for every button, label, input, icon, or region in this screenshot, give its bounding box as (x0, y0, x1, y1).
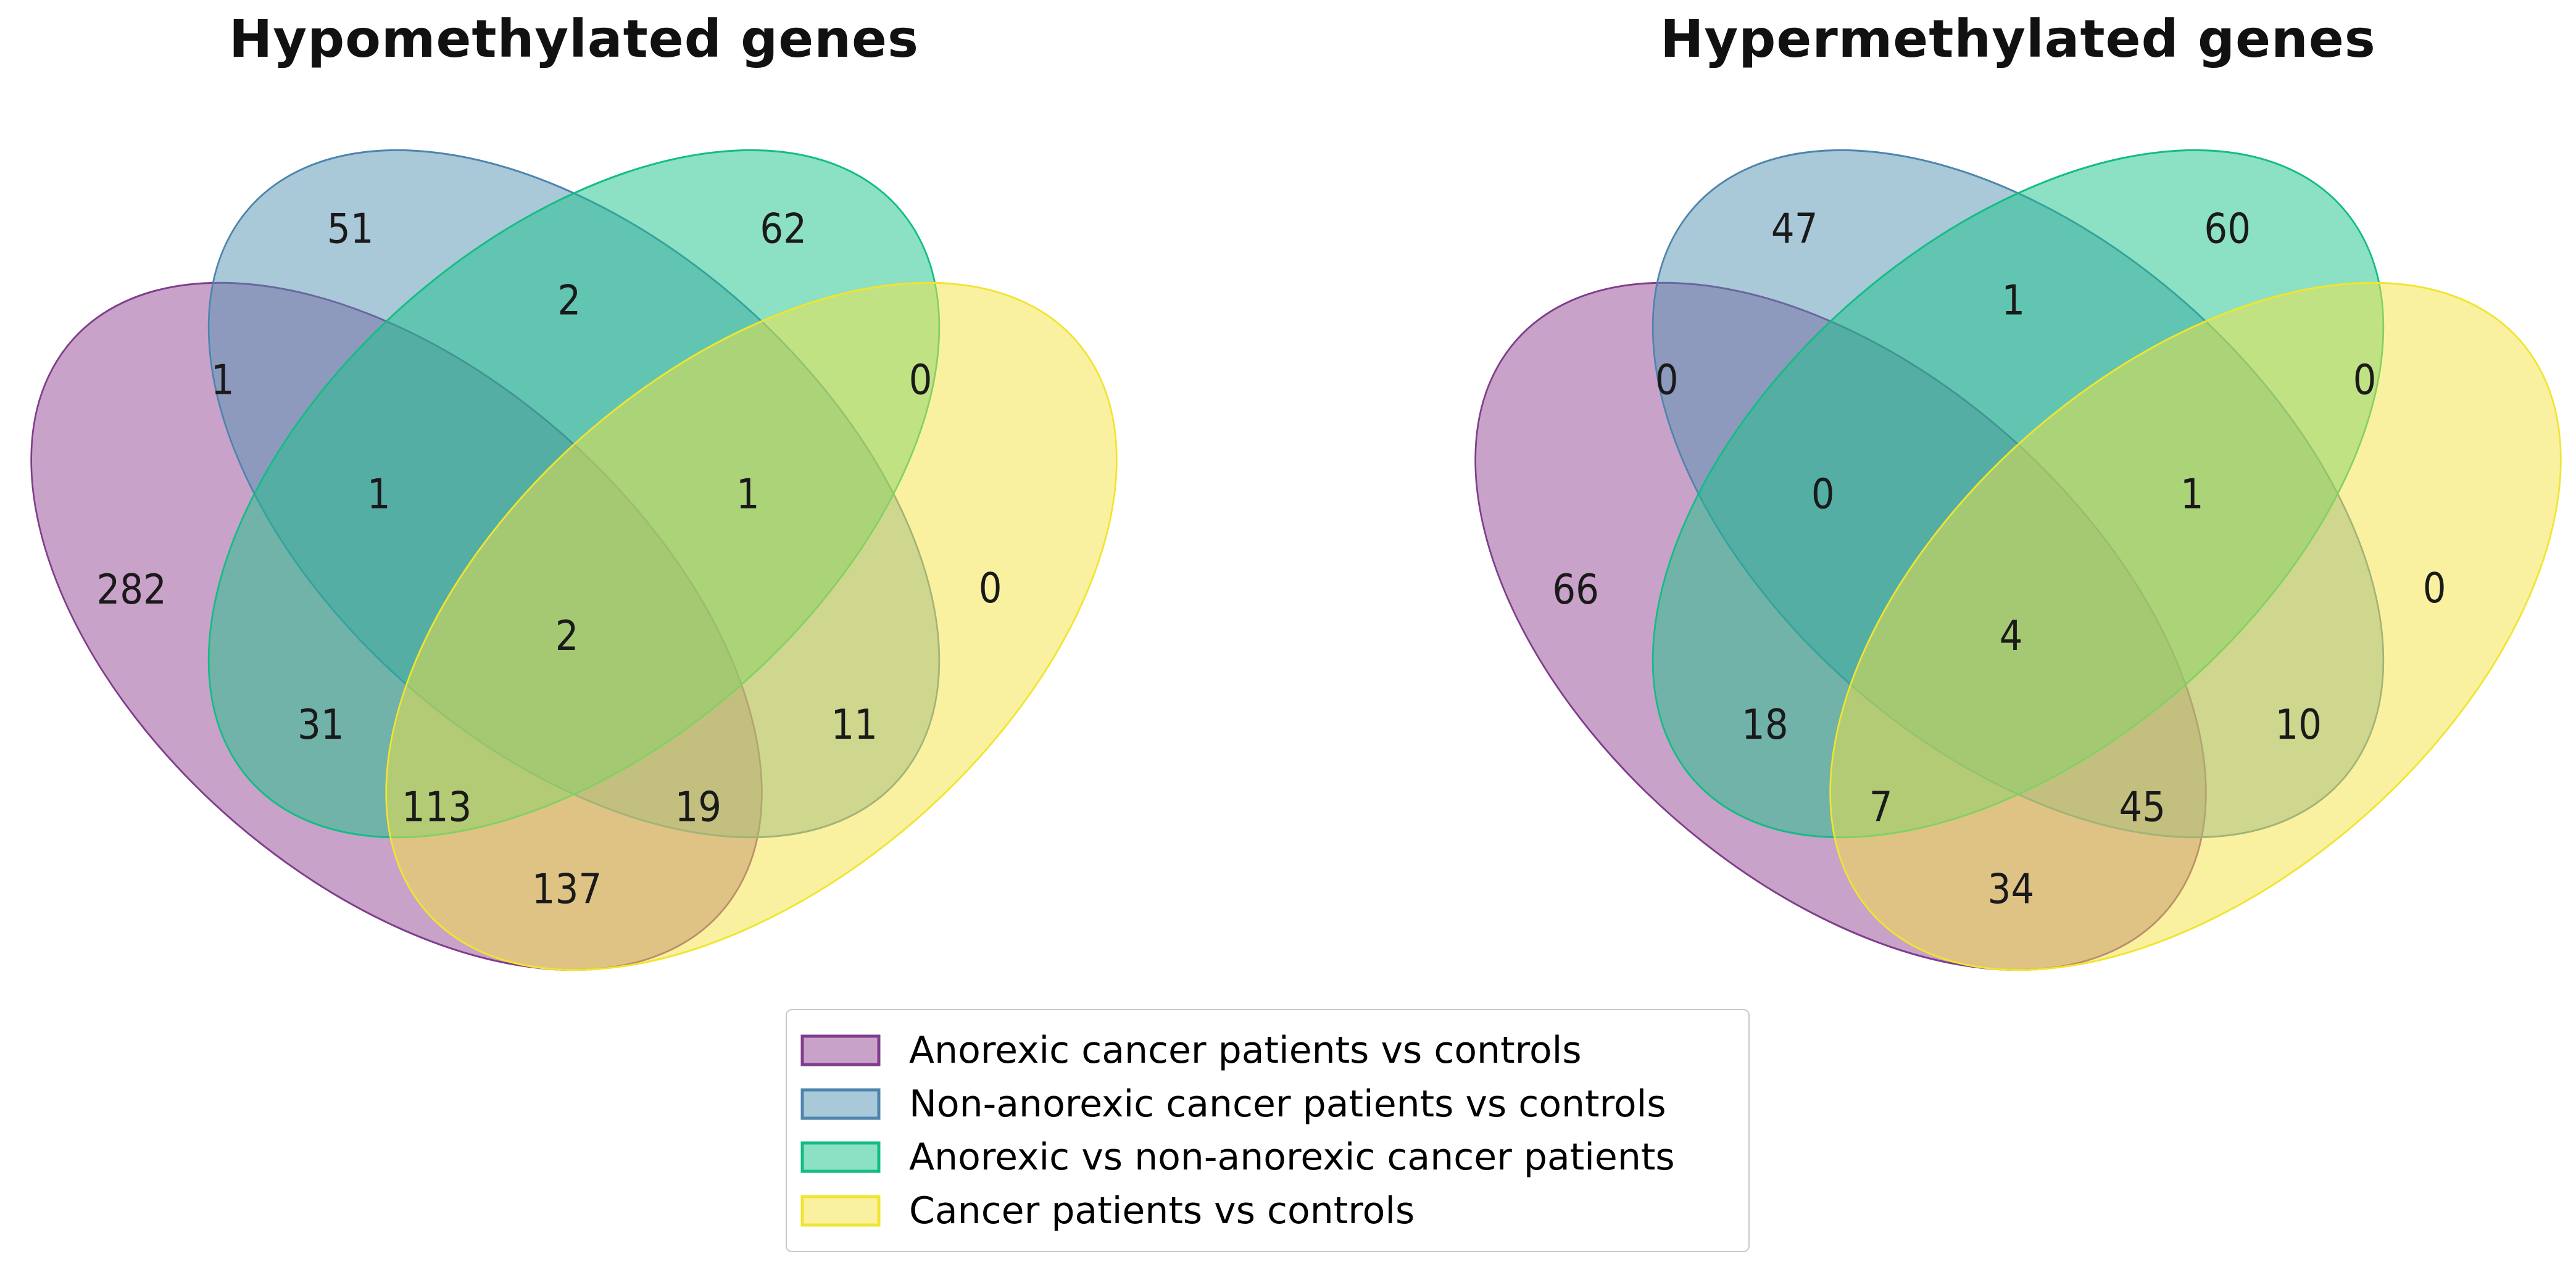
legend-swatch-anorexic-vs-controls (800, 1034, 881, 1066)
legend-swatch-cancer-vs-controls (800, 1195, 881, 1227)
region-count-BCD: 1 (736, 470, 760, 518)
legend-swatch-anorexic-vs-nonanorexic (800, 1141, 881, 1173)
region-count-ACD: 7 (1869, 783, 1893, 831)
venn-diagram-hypomethylated: 282 51 62 0 1 31 137 2 11 0 1 19 113 1 2 (30, 149, 1118, 971)
region-count-ABD: 19 (675, 783, 721, 831)
legend-label: Anorexic cancer patients vs controls (909, 1028, 1582, 1072)
legend-swatch-rect (800, 1088, 881, 1120)
region-count-AC: 18 (1742, 700, 1789, 749)
region-count-D: 0 (2423, 564, 2446, 612)
legend-swatch-rect (800, 1034, 881, 1066)
region-count-ABC: 0 (1811, 470, 1835, 518)
region-count-BD: 11 (831, 700, 878, 749)
legend-swatch-nonanorexic-vs-controls (800, 1088, 881, 1120)
legend-label: Cancer patients vs controls (909, 1189, 1415, 1233)
legend-label: Non-anorexic cancer patients vs controls (909, 1082, 1666, 1126)
region-count-ABCD: 2 (555, 612, 579, 660)
region-count-BC: 2 (557, 276, 581, 324)
region-count-ABD: 45 (2119, 783, 2166, 831)
region-count-AB: 1 (211, 355, 235, 404)
venn-ellipse-cancer-vs-controls (385, 281, 1118, 971)
region-count-D: 0 (979, 564, 1002, 612)
region-count-CD: 0 (2353, 355, 2377, 404)
region-count-AC: 31 (297, 700, 344, 749)
region-count-ABC: 1 (367, 470, 391, 518)
legend-swatch-rect (800, 1141, 881, 1173)
region-count-BD: 10 (2275, 700, 2322, 749)
region-count-C: 62 (760, 204, 807, 252)
region-count-C: 60 (2204, 204, 2251, 252)
region-count-ACD: 113 (402, 783, 472, 831)
legend-item-anorexic-vs-nonanorexic: Anorexic vs non-anorexic cancer patients (800, 1139, 1742, 1176)
region-count-CD: 0 (909, 355, 933, 404)
region-count-AD: 137 (532, 865, 602, 913)
venn-ellipses (30, 149, 1118, 971)
venn-ellipses (1474, 149, 2562, 971)
region-counts: 282 51 62 0 1 31 137 2 11 0 1 19 113 1 2 (96, 204, 1002, 913)
legend-item-anorexic-vs-controls: Anorexic cancer patients vs controls (800, 1032, 1742, 1069)
region-counts: 66 47 60 0 0 18 34 1 10 0 0 45 7 1 4 (1552, 204, 2446, 913)
region-count-BC: 1 (2001, 276, 2025, 324)
legend: Anorexic cancer patients vs controls Non… (786, 1009, 1750, 1252)
panel-title-hypermethylated: Hypermethylated genes (1660, 9, 2376, 69)
region-count-A: 66 (1552, 565, 1599, 613)
region-count-ABCD: 4 (2000, 612, 2023, 660)
panel-title-hypomethylated: Hypomethylated genes (229, 9, 919, 69)
legend-swatch-rect (800, 1195, 881, 1227)
region-count-B: 51 (327, 204, 374, 252)
region-count-AD: 34 (1988, 865, 2035, 913)
region-count-B: 47 (1771, 204, 1818, 252)
legend-item-nonanorexic-vs-controls: Non-anorexic cancer patients vs controls (800, 1086, 1742, 1123)
legend-label: Anorexic vs non-anorexic cancer patients (909, 1136, 1675, 1179)
venn-diagram-hypermethylated: 66 47 60 0 0 18 34 1 10 0 0 45 7 1 4 (1474, 149, 2562, 971)
region-count-AB: 0 (1655, 355, 1679, 404)
region-count-A: 282 (96, 565, 166, 613)
venn-ellipse-cancer-vs-controls (1829, 281, 2562, 971)
legend-item-cancer-vs-controls: Cancer patients vs controls (800, 1192, 1742, 1229)
region-count-BCD: 1 (2180, 470, 2204, 518)
